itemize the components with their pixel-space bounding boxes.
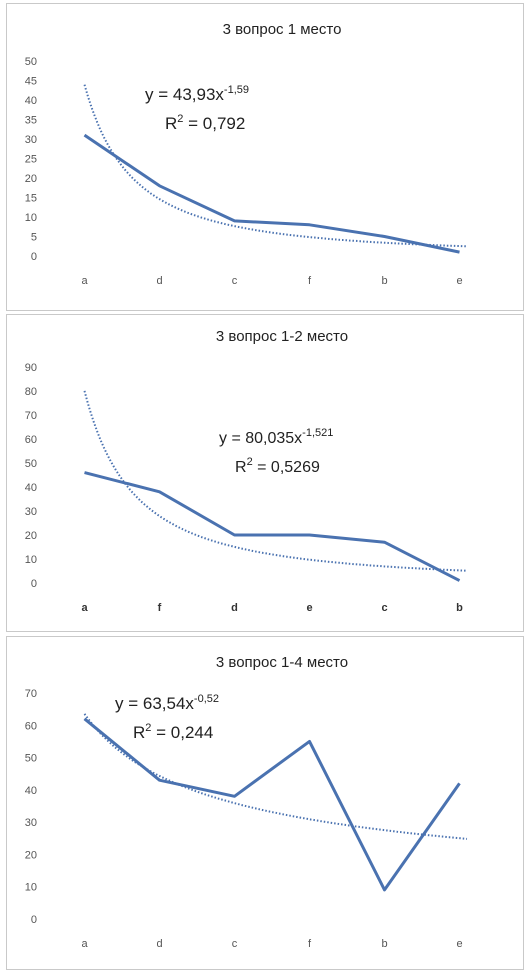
y-tick-label: 0 [31,914,37,926]
x-tick-label: e [306,602,312,614]
x-tick-label: b [456,602,463,614]
y-tick-label: 40 [25,482,37,494]
trend-equation: y = 63,54x-0,52 [115,693,219,713]
power-trendline [83,84,468,248]
y-tick-label: 20 [25,849,37,861]
y-tick-label: 5 [31,232,37,244]
y-tick-label: 50 [25,458,37,470]
y-tick-label: 30 [25,817,37,829]
x-tick-label: d [156,938,162,950]
y-tick-label: 10 [25,882,37,894]
x-tick-label: c [381,602,387,614]
series-line [84,471,461,582]
y-tick-label: 70 [25,688,37,700]
r-squared-label: R2 = 0,5269 [235,456,320,476]
y-tick-label: 20 [25,530,37,542]
x-tick-label: e [456,938,462,950]
y-tick-label: 15 [25,193,37,205]
r-squared-label: R2 = 0,792 [165,113,245,133]
chart-svg: 3 вопрос 1 место 0 5 10 15 20 25 30 35 40 45 50 a d c f… [25,21,468,287]
y-tick-label: 20 [25,173,37,185]
x-tick-label: b [381,275,387,287]
power-trendline [83,390,468,572]
y-tick-label: 60 [25,720,37,732]
y-tick-label: 50 [25,56,37,68]
chart-title: 3 вопрос 1-2 место [216,328,348,345]
trend-equation: y = 80,035x-1,521 [219,427,333,447]
y-tick-label: 70 [25,410,37,422]
y-tick-label: 50 [25,753,37,765]
chart-title: 3 вопрос 1-4 место [216,654,348,671]
y-tick-label: 60 [25,434,37,446]
y-tick-label: 80 [25,386,37,398]
x-tick-label: c [232,938,238,950]
y-tick-label: 40 [25,785,37,797]
x-tick-label: e [456,275,462,287]
y-tick-label: 45 [25,76,37,88]
x-tick-label: a [81,938,88,950]
chart-panel-1-4-place: 3 вопрос 1-4 место 0 10 20 30 40 50 60 70 a d c f b e y… [6,636,524,970]
y-tick-label: 10 [25,212,37,224]
series-line [83,133,460,254]
x-tick-label: d [231,602,238,614]
y-tick-label: 0 [31,251,37,263]
chart-svg: 3 вопрос 1-2 место 0 10 20 30 40 50 60 70 80 90 a f d… [25,328,468,614]
y-tick-label: 30 [25,134,37,146]
y-tick-label: 30 [25,506,37,518]
chart-title: 3 вопрос 1 место [223,21,342,38]
x-tick-label: a [81,602,88,614]
y-tick-label: 25 [25,154,37,166]
x-tick-label: f [158,602,162,614]
x-tick-label: f [308,275,312,287]
x-tick-label: f [308,938,312,950]
y-tick-label: 35 [25,115,37,127]
r-squared-label: R2 = 0,244 [133,722,213,742]
y-tick-label: 40 [25,95,37,107]
y-tick-label: 10 [25,554,37,566]
trend-equation: y = 43,93x-1,59 [145,84,249,104]
x-tick-label: b [381,938,387,950]
x-tick-label: a [81,275,88,287]
chart-panel-1-2-place: 3 вопрос 1-2 место 0 10 20 30 40 50 60 70 80 90 a f d… [6,314,524,632]
x-tick-label: d [156,275,162,287]
y-tick-label: 90 [25,362,37,374]
series-line [83,717,461,892]
power-trendline [83,713,468,840]
y-tick-label: 0 [31,578,37,590]
chart-svg: 3 вопрос 1-4 место 0 10 20 30 40 50 60 70 a d c f b e y… [25,654,468,950]
chart-panel-1-place: 3 вопрос 1 место 0 5 10 15 20 25 30 35 40 45 50 a d c f… [6,3,524,311]
x-tick-label: c [232,275,238,287]
